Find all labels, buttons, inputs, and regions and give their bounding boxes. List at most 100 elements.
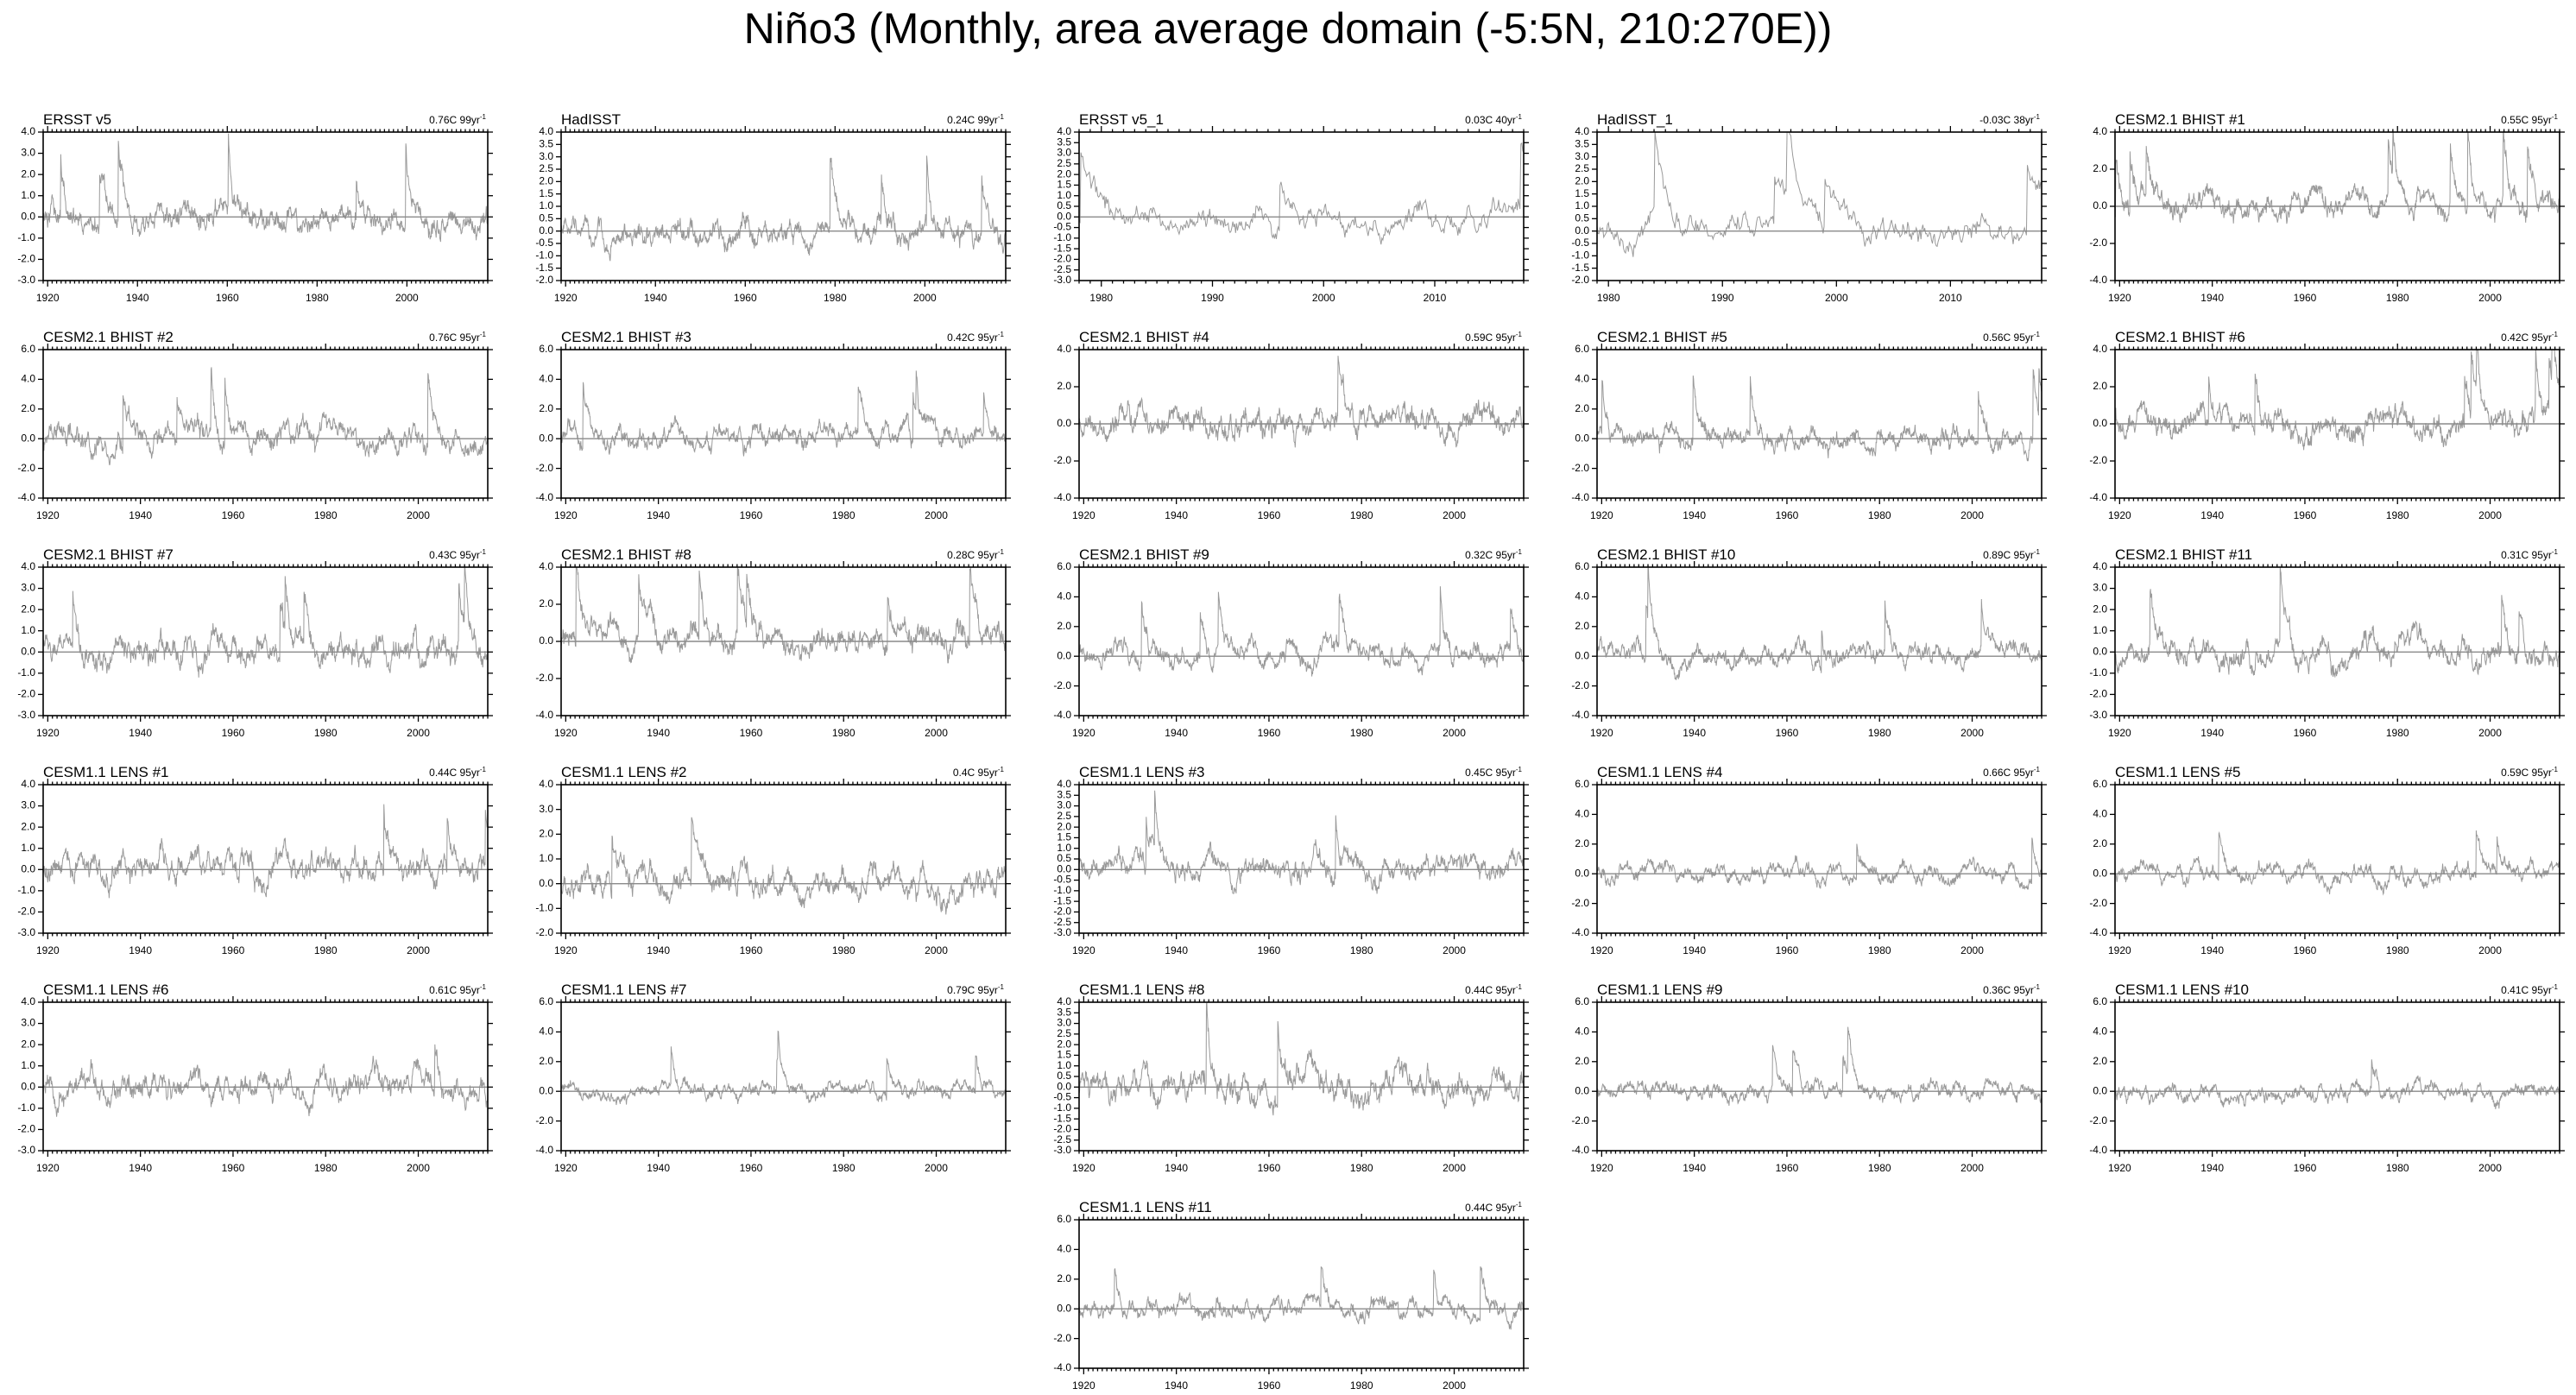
y-tick-label: 2.0 (539, 828, 553, 840)
y-tick-label: -2.0 (1053, 1123, 1071, 1135)
figure-title: Niño3 (Monthly, area average domain (-5:… (743, 4, 1833, 53)
y-tick-label: -2.0 (535, 462, 553, 474)
y-tick-label: 2.0 (539, 597, 553, 609)
x-tick-label: 2000 (925, 944, 948, 956)
y-tick-label: 2.5 (1575, 162, 1589, 174)
plot-frame (560, 1001, 1007, 1152)
y-tick-label: -4.0 (17, 491, 35, 503)
x-tick-label: 1920 (554, 1162, 578, 1174)
x-tick-label: 1920 (554, 292, 578, 304)
y-tick-label: -0.5 (1053, 221, 1071, 233)
panel-stat: 0.76C 95yr-1 (429, 331, 486, 344)
panel-stat: 0.31C 95yr-1 (2501, 548, 2558, 561)
y-tick-label: 0.0 (2093, 867, 2107, 879)
x-tick-label: 1980 (314, 509, 338, 521)
x-tick-label: 1940 (647, 944, 670, 956)
y-tick-label: 4.0 (2093, 125, 2107, 137)
panel: CESM1.1 LENS #2 0.4C 95yr-1 -2.0 -1.0 0.0 1.0… (535, 764, 1011, 956)
y-tick-label: 2.0 (1057, 380, 1071, 392)
series-line (1597, 132, 2042, 257)
y-tick-label: -1.0 (1053, 1101, 1071, 1114)
y-tick-label: 0.0 (539, 634, 553, 647)
panel-stat: 0.4C 95yr-1 (953, 766, 1005, 779)
y-tick-label: 6.0 (2093, 778, 2107, 790)
y-tick-label: -2.0 (535, 1114, 553, 1127)
y-tick-label: 2.5 (1057, 810, 1071, 822)
y-tick-label: 0.0 (1575, 867, 1589, 879)
x-tick-label: 1990 (1201, 292, 1224, 304)
y-tick-label: 4.0 (1057, 125, 1071, 137)
panel-title: CESM2.1 BHIST #5 (1597, 329, 1727, 345)
x-tick-label: 1960 (2294, 292, 2317, 304)
y-tick-label: 2.0 (21, 603, 35, 615)
plot-frame (2114, 566, 2560, 716)
y-tick-label: 4.0 (539, 1026, 553, 1038)
y-tick-label: 3.0 (1057, 799, 1071, 811)
plot-frame (1078, 131, 1525, 281)
x-tick-label: 1960 (740, 509, 763, 521)
panel: CESM2.1 BHIST #10 0.89C 95yr-1 -4.0 -2.0 0.0… (1571, 546, 2047, 739)
y-tick-label: 1.0 (21, 1059, 35, 1071)
panel: CESM1.1 LENS #5 0.59C 95yr-1 -4.0 -2.0 0.0 2.… (2089, 764, 2565, 956)
y-tick-label: 4.0 (1575, 373, 1589, 385)
x-tick-label: 1940 (126, 292, 149, 304)
x-tick-label: 1980 (1089, 292, 1113, 304)
y-tick-label: -2.0 (535, 274, 553, 286)
y-tick-label: 4.0 (1057, 343, 1071, 355)
series-line (1597, 837, 2042, 891)
y-tick-label: -1.5 (1053, 1112, 1071, 1124)
series-line (561, 155, 1006, 262)
y-tick-label: -2.0 (1053, 454, 1071, 466)
series-line (43, 133, 488, 243)
y-tick-label: -2.0 (2089, 454, 2107, 466)
x-tick-label: 1960 (740, 1162, 763, 1174)
y-tick-label: 2.0 (1575, 837, 1589, 849)
x-tick-label: 1920 (1072, 944, 1095, 956)
y-tick-label: -3.0 (17, 1144, 35, 1156)
y-tick-label: -0.5 (1053, 1091, 1071, 1103)
y-tick-label: 3.0 (1057, 1017, 1071, 1029)
panel-stat: 0.89C 95yr-1 (1983, 548, 2040, 561)
series-line (2115, 132, 2560, 224)
series-line (2115, 350, 2560, 451)
panel-title: ERSST v5_1 (1079, 111, 1164, 128)
y-tick-label: 0.0 (21, 862, 35, 874)
y-tick-label: 0.5 (539, 212, 553, 224)
panel: CESM2.1 BHIST #6 0.42C 95yr-1 -4.0 -2.0 0.0 2… (2089, 329, 2565, 521)
x-tick-label: 1920 (1072, 727, 1095, 739)
y-tick-label: -1.5 (1571, 262, 1589, 274)
x-tick-label: 1980 (832, 509, 856, 521)
panel: CESM2.1 BHIST #5 0.56C 95yr-1 -4.0 -2.0 0.0 2… (1571, 329, 2047, 521)
y-tick-label: 6.0 (1575, 343, 1589, 355)
panel-title: CESM2.1 BHIST #4 (1079, 329, 1209, 345)
y-tick-label: -2.0 (2089, 897, 2107, 909)
y-tick-label: 1.5 (1057, 1049, 1071, 1061)
x-tick-label: 1980 (2386, 727, 2409, 739)
x-tick-label: 1980 (832, 1162, 856, 1174)
y-tick-label: 4.0 (1057, 778, 1071, 790)
y-tick-label: -1.0 (17, 666, 35, 679)
x-tick-label: 1940 (2200, 292, 2224, 304)
y-tick-label: -4.0 (2089, 274, 2107, 286)
y-tick-label: 3.0 (21, 582, 35, 594)
x-tick-label: 1940 (129, 509, 152, 521)
panel-stat: 0.55C 95yr-1 (2501, 113, 2558, 126)
plot-frame (560, 131, 1007, 281)
y-tick-label: 1.0 (1575, 199, 1589, 211)
y-tick-label: -1.0 (17, 884, 35, 896)
panel-title: CESM1.1 LENS #6 (43, 982, 169, 998)
y-tick-label: 0.5 (1575, 212, 1589, 224)
panel-title: CESM1.1 LENS #1 (43, 764, 169, 780)
series-line (2115, 567, 2560, 678)
y-tick-label: 4.0 (21, 560, 35, 572)
y-tick-label: 3.5 (1575, 138, 1589, 150)
y-tick-label: 6.0 (539, 995, 553, 1007)
y-tick-label: -2.0 (1571, 679, 1589, 691)
x-tick-label: 1960 (740, 727, 763, 739)
panel: CESM2.1 BHIST #9 0.32C 95yr-1 -4.0 -2.0 0.0 2… (1053, 546, 1529, 739)
x-tick-label: 1940 (644, 292, 667, 304)
panel: CESM1.1 LENS #7 0.79C 95yr-1 -4.0 -2.0 0.0 2.… (535, 982, 1011, 1174)
y-tick-label: -1.0 (1053, 231, 1071, 243)
x-tick-label: 1960 (1776, 509, 1799, 521)
panel: CESM1.1 LENS #1 0.44C 95yr-1 -3.0 -2.0 -1.0 0… (17, 764, 493, 956)
